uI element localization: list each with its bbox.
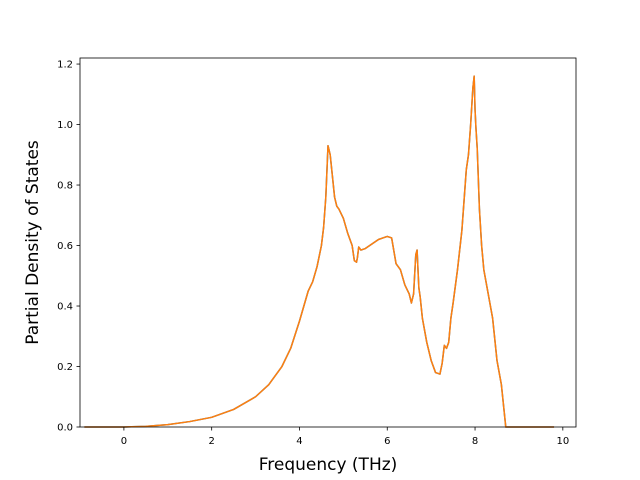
x-tick-label: 8	[472, 436, 478, 447]
series-line-1	[84, 75, 555, 428]
y-tick-label: 0.8	[57, 181, 73, 192]
x-tick-label: 6	[384, 436, 390, 447]
x-tick-label: 2	[208, 436, 214, 447]
x-tick-label: 4	[296, 436, 302, 447]
series-line-0	[84, 75, 555, 428]
x-axis-label: Frequency (THz)	[259, 455, 398, 475]
x-axis-ticks: 0 2 4 6 8 10	[121, 427, 569, 447]
x-tick-label: 0	[121, 436, 127, 447]
y-tick-label: 0.2	[57, 362, 73, 373]
plot-frame	[79, 57, 577, 428]
x-tick-label: 10	[556, 436, 569, 447]
y-tick-label: 1.2	[57, 60, 73, 71]
y-tick-label: 1.0	[57, 120, 73, 131]
y-tick-label: 0.4	[57, 302, 73, 313]
series-layer	[84, 75, 555, 428]
y-tick-label: 0.6	[57, 241, 73, 252]
y-tick-label: 0.0	[57, 423, 73, 434]
y-axis-ticks: 0.0 0.2 0.4 0.6 0.8 1.0 1.2	[57, 60, 80, 434]
y-axis-label: Partial Density of States	[23, 140, 43, 345]
